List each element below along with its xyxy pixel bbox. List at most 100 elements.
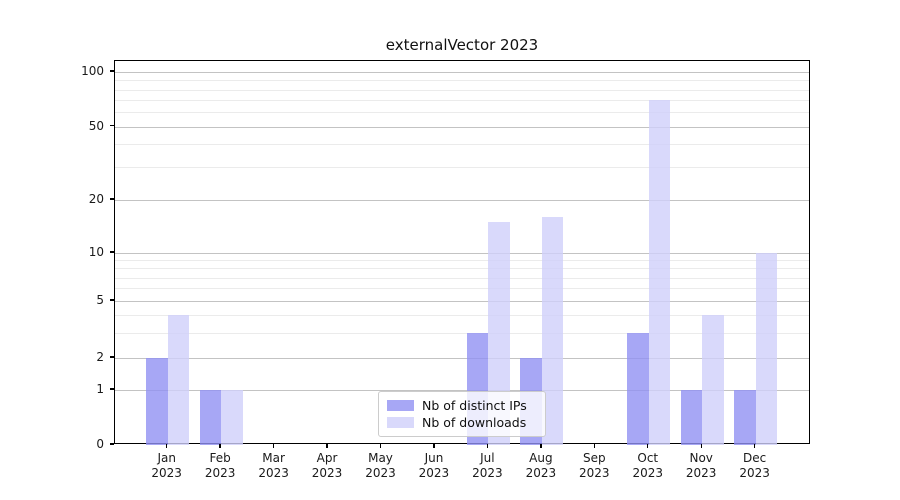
- y-tick-mark: [110, 443, 114, 445]
- distinct-ips-bar: [680, 390, 703, 445]
- x-tick-label-line: 2023: [739, 466, 770, 480]
- x-tick-mark: [486, 444, 489, 448]
- x-tick-mark: [433, 444, 435, 448]
- major-gridline: [115, 358, 809, 359]
- x-tick-label-line: Nov: [689, 451, 713, 465]
- x-tick-label-line: 2023: [311, 466, 343, 480]
- minor-gridline: [115, 277, 809, 279]
- x-tick-mark: [272, 444, 275, 448]
- x-tick-label-line: 2023: [204, 466, 236, 480]
- x-tick-label: Jun 2023: [404, 451, 464, 481]
- minor-gridline: [115, 260, 809, 262]
- x-tick-label-line: Apr: [316, 451, 338, 465]
- downloads-bar: [541, 217, 564, 445]
- y-tick-mark: [110, 198, 114, 200]
- distinct-ips-bar: [627, 332, 649, 445]
- x-tick-label-line: 2023: [685, 466, 717, 480]
- y-tick-label: 20: [88, 192, 104, 206]
- minor-gridline: [115, 112, 809, 114]
- chart-title: externalVector 2023: [385, 36, 539, 54]
- y-tick-mark: [110, 124, 114, 127]
- y-tick-label: 100: [81, 64, 104, 78]
- minor-gridline: [115, 89, 809, 91]
- minor-gridline: [115, 80, 809, 82]
- downloads-bar: [167, 314, 190, 445]
- distinct-ips-bar: [734, 390, 756, 445]
- x-tick-label-line: 2023: [472, 466, 503, 480]
- x-tick-label-line: Oct: [637, 451, 659, 465]
- x-tick-label-line: Jun: [424, 451, 444, 465]
- x-tick-label: Jan 2023: [137, 451, 197, 481]
- minor-gridline: [115, 314, 809, 316]
- y-tick-label: 0: [96, 437, 104, 451]
- legend-item-downloads: Nb of downloads: [387, 415, 537, 430]
- x-tick-label: Nov 2023: [671, 451, 731, 481]
- x-tick-mark: [753, 444, 756, 448]
- downloads-bar: [221, 390, 243, 445]
- downloads-swatch-icon: [387, 417, 414, 428]
- x-tick-label: Jul 2023: [457, 451, 517, 481]
- x-tick-label: Feb 2023: [190, 451, 250, 481]
- x-tick-label-line: 2023: [258, 466, 289, 480]
- y-tick-label: 2: [96, 350, 104, 364]
- x-tick-label-line: Aug: [529, 451, 553, 465]
- legend-item-distinct-ips: Nb of distinct IPs: [387, 398, 537, 413]
- x-tick-label-line: May: [368, 451, 393, 465]
- x-tick-mark: [379, 444, 382, 448]
- x-tick-label: Oct 2023: [618, 451, 678, 481]
- x-tick-label-line: 2023: [579, 466, 610, 480]
- x-tick-label: Sep 2023: [564, 451, 624, 481]
- major-gridline: [115, 72, 809, 73]
- major-gridline: [115, 390, 809, 391]
- minor-gridline: [115, 167, 809, 169]
- x-tick-label: Mar 2023: [244, 451, 304, 481]
- y-tick-mark: [110, 356, 114, 358]
- distinct-ips-swatch-icon: [387, 400, 414, 411]
- x-tick-label: Aug 2023: [511, 451, 571, 481]
- y-tick-mark: [110, 70, 114, 72]
- x-tick-label-line: 2023: [525, 466, 557, 480]
- x-tick-mark: [219, 444, 221, 448]
- x-tick-label-line: 2023: [632, 466, 664, 480]
- major-gridline: [115, 301, 809, 302]
- major-gridline: [115, 126, 809, 128]
- y-tick-label: 1: [96, 382, 104, 396]
- major-gridline: [115, 200, 809, 201]
- x-tick-label-line: 2023: [418, 466, 450, 480]
- minor-gridline: [115, 288, 809, 290]
- y-tick-label: 50: [88, 118, 104, 133]
- x-tick-label-line: 2023: [365, 466, 396, 480]
- x-tick-label-line: Sep: [582, 451, 606, 465]
- x-tick-mark: [326, 444, 328, 448]
- x-tick-label: Apr 2023: [297, 451, 357, 481]
- x-tick-label: May 2023: [351, 451, 411, 481]
- minor-gridline: [115, 144, 809, 146]
- y-tick-mark: [110, 299, 114, 301]
- x-tick-label-line: Jul: [480, 451, 495, 465]
- minor-gridline: [115, 100, 809, 102]
- y-tick-mark: [110, 251, 114, 253]
- x-tick-label-line: 2023: [151, 466, 182, 480]
- plot-area: [114, 60, 810, 445]
- x-tick-label-line: Feb: [209, 451, 231, 465]
- minor-gridline: [115, 268, 809, 270]
- downloads-bar: [488, 221, 510, 445]
- downloads-bar: [648, 100, 671, 445]
- x-tick-mark: [166, 444, 168, 448]
- x-tick-mark: [593, 444, 595, 448]
- downloads-bar: [702, 314, 724, 445]
- legend-label-distinct-ips: Nb of distinct IPs: [422, 398, 527, 413]
- distinct-ips-bar: [199, 390, 222, 445]
- x-tick-mark: [540, 444, 542, 448]
- y-tick-mark: [110, 388, 114, 390]
- downloads-bar: [755, 253, 778, 445]
- x-tick-label-line: Mar: [262, 451, 285, 465]
- major-gridline: [115, 253, 809, 254]
- x-tick-label-line: Jan: [157, 451, 176, 465]
- distinct-ips-bar: [146, 358, 168, 445]
- y-tick-label: 5: [96, 293, 104, 307]
- legend-label-downloads: Nb of downloads: [422, 415, 527, 430]
- legend: Nb of distinct IPs Nb of downloads: [378, 391, 546, 437]
- y-tick-label: 10: [88, 245, 104, 259]
